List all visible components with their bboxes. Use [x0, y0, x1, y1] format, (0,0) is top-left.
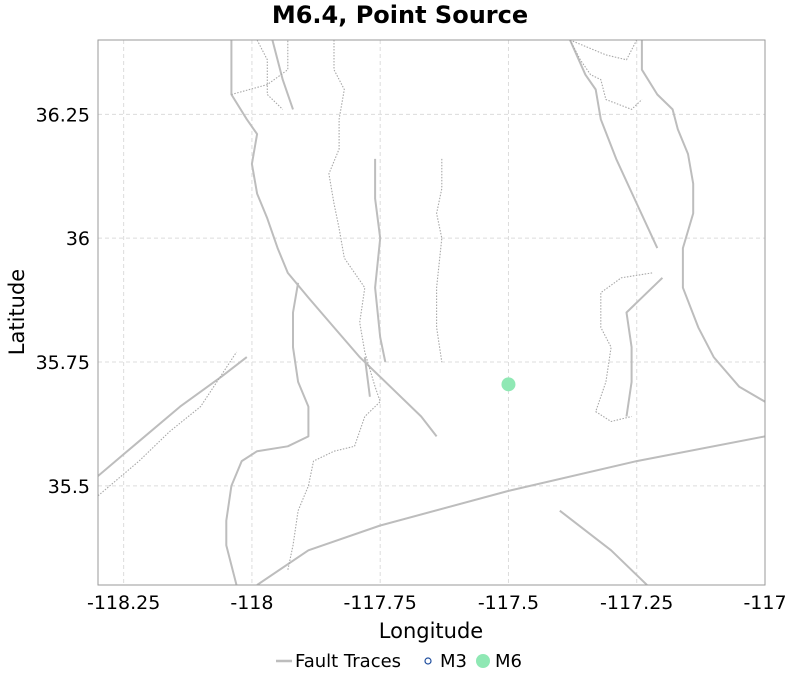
x-tick-label: -117.5: [478, 592, 539, 614]
fault-trace: [271, 40, 294, 110]
legend-label-m3: M3: [440, 651, 467, 672]
fault-trace: [559, 509, 648, 585]
fault-trace: [569, 40, 659, 249]
fault-trace-dotted: [287, 40, 381, 571]
fault-trace: [225, 282, 310, 585]
fault-trace: [625, 277, 664, 417]
y-tick-label: 35.5: [48, 476, 90, 498]
y-axis-ticks: 35.5 35.75 36 36.25: [36, 104, 90, 498]
fault-trace-dotted: [569, 40, 638, 61]
y-axis-label: Latitude: [5, 269, 29, 355]
fault-trace: [640, 40, 765, 403]
fault-traces: [98, 40, 765, 585]
fault-trace: [230, 40, 438, 438]
legend-m3-marker: [424, 657, 432, 665]
x-axis-label: Longitude: [379, 619, 483, 643]
fault-trace-dotted: [231, 40, 289, 96]
fault-trace-dotted: [595, 272, 653, 423]
chart-title: M6.4, Point Source: [272, 1, 528, 29]
fault-trace-dotted: [256, 40, 284, 110]
y-tick-label: 36.25: [36, 104, 90, 126]
fault-trace: [256, 435, 765, 585]
fault-trace: [374, 158, 387, 363]
fault-trace-dotted: [436, 158, 443, 363]
legend-m6-marker: [476, 654, 490, 668]
fault-trace: [98, 356, 248, 477]
legend: Fault Traces M3 M6: [276, 651, 522, 672]
fault-trace-dotted: [569, 40, 643, 110]
y-tick-label: 35.75: [36, 352, 90, 374]
plot-frame: [97, 39, 766, 586]
y-tick-label: 36: [66, 228, 90, 250]
x-tick-label: -117.75: [344, 592, 417, 614]
fault-trace: [363, 356, 371, 397]
x-tick-label: -117.25: [600, 592, 673, 614]
x-tick-label: -118.25: [87, 592, 160, 614]
legend-label-fault-traces: Fault Traces: [295, 651, 401, 672]
x-tick-label: -118: [230, 592, 273, 614]
fault-trace-dotted: [98, 351, 237, 497]
x-axis-ticks: -118.25 -118 -117.75 -117.5 -117.25 -117: [87, 592, 787, 614]
x-tick-label: -117: [743, 592, 786, 614]
grid: [98, 40, 766, 585]
events: [501, 377, 516, 392]
event-m6-marker: [501, 377, 516, 392]
legend-label-m6: M6: [495, 651, 522, 672]
